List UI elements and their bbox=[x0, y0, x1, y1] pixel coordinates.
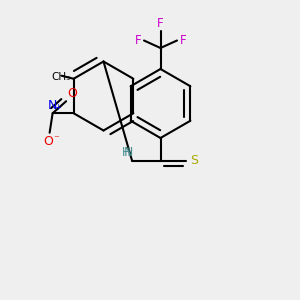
Text: F: F bbox=[134, 34, 141, 47]
Text: CH₃: CH₃ bbox=[51, 72, 70, 82]
Text: S: S bbox=[190, 154, 199, 167]
Text: F: F bbox=[180, 34, 187, 47]
Text: N: N bbox=[48, 99, 57, 112]
Text: O: O bbox=[68, 87, 77, 100]
Text: N: N bbox=[124, 146, 134, 159]
Text: O: O bbox=[43, 135, 53, 148]
Text: F: F bbox=[157, 17, 164, 30]
Text: ⁻: ⁻ bbox=[53, 134, 59, 144]
Text: +: + bbox=[55, 103, 62, 112]
Text: H: H bbox=[122, 146, 130, 159]
